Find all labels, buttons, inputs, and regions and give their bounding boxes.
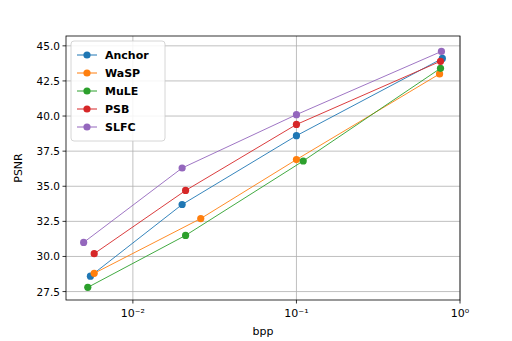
y-tick-label: 35.0 [37,180,60,192]
axes: 10⁻² 10⁻¹ 10⁰ 27.5 30.0 32.5 35.0 37.5 40.0 42.5 4… [37,40,470,320]
series-marker [91,270,98,277]
legend-marker [83,123,90,130]
legend: Anchor WaSP MuLE PSB SLFC [71,41,165,141]
y-axis-label: PSNR [12,153,25,183]
series-marker [182,187,189,194]
y-tick-label: 30.0 [37,250,60,262]
series-marker [91,250,98,257]
y-tick [63,116,67,117]
series-marker [197,215,204,222]
chart: 10⁻² 10⁻¹ 10⁰ 27.5 30.0 32.5 35.0 37.5 40.0 42.5 4… [0,0,512,341]
legend-marker [83,87,90,94]
y-grid-line [66,221,460,222]
grid [66,36,460,300]
series-marker [179,201,186,208]
y-tick-label: 40.0 [37,110,60,122]
y-grid-line [66,151,460,152]
x-tick-label: 10⁻¹ [284,307,308,320]
series-marker [437,58,444,65]
series-marker [300,157,307,164]
y-tick-label: 45.0 [37,40,60,52]
y-tick-label: 37.5 [37,145,60,157]
legend-label: Anchor [105,49,149,62]
y-grid-line [66,291,460,292]
series-marker [84,284,91,291]
y-tick [63,45,67,46]
series-marker [182,232,189,239]
y-tick-label: 32.5 [37,215,60,227]
y-tick-label: 27.5 [37,286,60,298]
x-axis-label: bpp [253,325,274,338]
series-marker [293,111,300,118]
series-marker [293,132,300,139]
legend-label: MuLE [105,85,138,98]
legend-label: SLFC [105,121,136,134]
plot-frame [66,36,460,300]
series-marker [437,65,444,72]
legend-box [71,41,165,141]
x-tick-label: 10⁰ [451,307,470,320]
y-tick [63,221,67,222]
series-marker [438,48,445,55]
y-tick [63,80,67,81]
plot-area [80,48,446,291]
series-marker [293,121,300,128]
legend-label: PSB [105,103,129,116]
legend-label: WaSP [105,67,140,80]
x-tick-label: 10⁻² [121,307,145,320]
series-marker [179,164,186,171]
y-tick [63,151,67,152]
x-tick [460,300,461,304]
y-tick-label: 42.5 [37,75,60,87]
y-tick [63,256,67,257]
series-marker [80,239,87,246]
series-marker [293,156,300,163]
x-grid-line [296,36,297,300]
y-tick [63,291,67,292]
legend-marker [83,105,90,112]
x-tick [296,300,297,304]
legend-marker [83,51,90,58]
y-tick [63,186,67,187]
y-grid-line [66,256,460,257]
x-tick [132,300,133,304]
legend-marker [83,69,90,76]
